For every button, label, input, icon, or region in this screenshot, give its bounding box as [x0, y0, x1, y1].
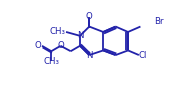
Text: CH₃: CH₃: [43, 57, 59, 66]
Text: Cl: Cl: [139, 51, 147, 60]
Text: N: N: [77, 31, 83, 40]
Text: O: O: [86, 12, 93, 21]
Text: CH₃: CH₃: [49, 27, 65, 36]
Text: Br: Br: [154, 17, 164, 26]
Text: N: N: [86, 51, 92, 60]
Text: O: O: [57, 41, 64, 50]
Text: O: O: [34, 41, 41, 50]
